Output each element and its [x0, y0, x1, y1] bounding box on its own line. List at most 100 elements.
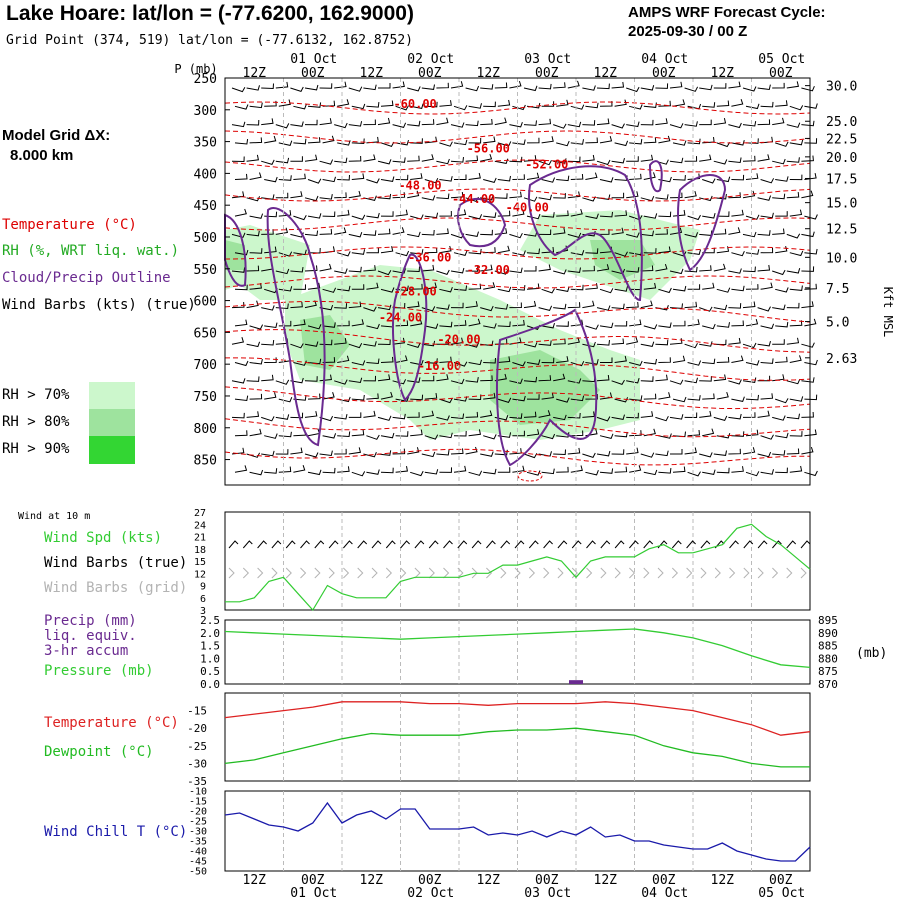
- windchill-ytick-1: -10: [189, 787, 207, 798]
- model-grid-label-line2: 8.000 km: [10, 147, 74, 164]
- wind-barb-90: [363, 119, 376, 126]
- wind-barb-243: [261, 194, 275, 200]
- wind-barb-731: [377, 415, 392, 421]
- wind-barb-70: [658, 100, 671, 107]
- wind-barb-156: [745, 138, 759, 144]
- wind-barb-211: [380, 176, 395, 182]
- wind-barb-875: [731, 466, 744, 473]
- wind-barb-37: [757, 84, 771, 91]
- wind-barb-452: [395, 285, 409, 292]
- wind-barb-577: [465, 342, 480, 348]
- wind-barb-333: [407, 231, 421, 238]
- wind-barb-530: [366, 323, 380, 330]
- wind-barb-340: [509, 232, 523, 239]
- wind-barb-497: [465, 301, 478, 309]
- wind-barb-776: [453, 430, 467, 437]
- wind-barb-589: [640, 341, 655, 347]
- wind-barb-551: [672, 320, 686, 327]
- wind-barb-312: [687, 214, 701, 221]
- forecast-cycle-line1: AMPS WRF Forecast Cycle:: [628, 4, 826, 21]
- wind-barb-119: [786, 122, 801, 128]
- wind-barb-431: [669, 268, 684, 275]
- wind-barb-876: [745, 471, 760, 477]
- wind-barb-796: [745, 429, 759, 437]
- wind-barb-374: [424, 247, 438, 254]
- wind-barb-163: [261, 159, 275, 165]
- wind-barb-303: [556, 210, 569, 217]
- wind-barb-181: [523, 155, 537, 162]
- wind-barb-535: [439, 321, 453, 328]
- wind-barb-744: [567, 412, 581, 419]
- precip-ytick-2: 0.5: [200, 665, 220, 678]
- wind-barb-170: [363, 154, 376, 162]
- temperature-label-9: -28.00: [393, 285, 436, 299]
- wind-barb-300: [512, 209, 525, 217]
- surface-barb-true-37: [743, 540, 754, 549]
- wind-barb-617: [468, 359, 482, 366]
- wind-barb-800: [804, 429, 817, 437]
- pressure-ytick-4: 885: [818, 640, 838, 653]
- wind-barb-556: [745, 318, 759, 327]
- wind-barb-361: [234, 249, 249, 256]
- wind-barb-265: [582, 196, 596, 202]
- surface-barb-true-29: [629, 540, 639, 549]
- surface-barb-grid-36: [729, 567, 736, 579]
- wind-barb-845: [293, 465, 306, 473]
- wind-barb-766: [307, 428, 321, 437]
- wind-barb-91: [377, 117, 391, 126]
- wind-barb-861: [526, 470, 541, 476]
- wind-barb-56: [453, 105, 468, 111]
- wind-barb-714: [716, 391, 729, 400]
- temperature-contour-5: [224, 217, 811, 231]
- wind-barb-121: [234, 139, 249, 145]
- wind-barb-842: [249, 469, 264, 476]
- wind-barb-588: [626, 336, 639, 345]
- wind-barb-48: [337, 99, 350, 107]
- wind-barb-324: [275, 227, 289, 235]
- surface-barb-true-21: [514, 540, 525, 549]
- pressure-tick-800: 800: [194, 422, 217, 437]
- wind-barb-376: [453, 250, 468, 256]
- wind-barb-880: [804, 470, 818, 477]
- wind-barb-305: [585, 213, 599, 219]
- wind-barb-129: [351, 138, 365, 145]
- precip-label-2: liq. equiv.: [44, 628, 137, 644]
- wind-barb-538: [483, 323, 497, 329]
- wind-barb-831: [670, 449, 683, 455]
- wind-barb-122: [249, 137, 263, 144]
- windchill-ytick-2: -15: [189, 797, 207, 808]
- wind-barb-671: [669, 379, 684, 385]
- bottom-time-label-9: 12Z: [711, 873, 735, 888]
- wind-barb-787: [614, 431, 628, 438]
- bottom-time-label-10: 00Z: [769, 873, 793, 888]
- wind-barb-549: [643, 324, 658, 330]
- wind-barb-187: [611, 157, 625, 164]
- wind-barb-435: [728, 268, 742, 274]
- wind-barb-552: [687, 319, 700, 327]
- wind-barb-151: [672, 140, 687, 146]
- pressure-tick-450: 450: [194, 199, 217, 214]
- wind-barb-138: [483, 136, 496, 144]
- temperature-label-5: -44.00: [452, 192, 495, 206]
- wind-barb-491: [377, 304, 392, 311]
- wind-barb-680: [801, 377, 815, 383]
- wind-barb-494: [421, 306, 436, 312]
- wind-barb-417: [465, 266, 479, 272]
- wind-barb-779: [497, 432, 512, 438]
- wind-barb-569: [348, 342, 363, 349]
- wind-barb-45: [293, 104, 307, 110]
- wind-barb-722: [246, 411, 260, 418]
- wind-barb-733: [407, 412, 420, 418]
- wind-barb-40: [801, 86, 815, 92]
- cross-section-frame: [224, 77, 811, 486]
- wind-barb-230: [658, 176, 672, 183]
- wind-barb-52: [395, 105, 409, 111]
- surface-barb-grid-37: [743, 567, 750, 579]
- wind-barb-692: [395, 396, 410, 402]
- wind-barb-32: [684, 86, 699, 92]
- wind-barb-436: [742, 266, 756, 273]
- wind-barb-767: [322, 433, 337, 439]
- wind-barb-862: [541, 468, 555, 475]
- wind-barb-3: [261, 83, 274, 90]
- wind-barb-748: [626, 412, 639, 419]
